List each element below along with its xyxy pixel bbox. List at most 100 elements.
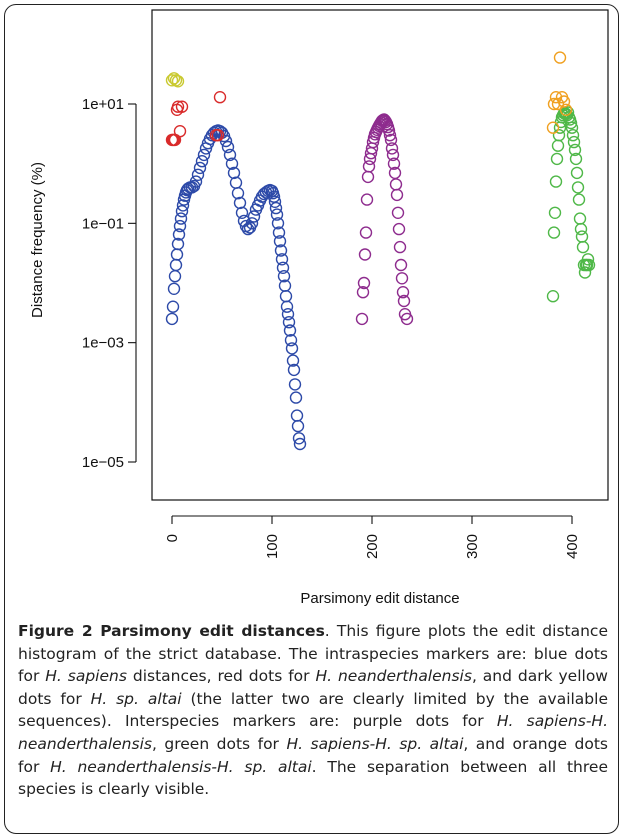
caption-text: (the latter two are clearly limited by t… [18, 689, 608, 731]
data-point [362, 160, 376, 173]
data-point [221, 140, 235, 154]
figure-frame [4, 4, 619, 834]
data-point [284, 334, 298, 347]
data-point [567, 135, 581, 149]
data-point [395, 272, 409, 285]
data-point [195, 154, 209, 168]
data-point [274, 244, 288, 257]
x-axis-label: Parsimony edit distance [300, 590, 460, 607]
caption-text: distances, red dots for [126, 667, 316, 686]
species-name: H. sapiens-H. neanderthalensis [18, 712, 608, 753]
series-4 [546, 106, 596, 303]
data-point [391, 206, 405, 220]
scatter-chart: 1e+01 1e−01 1e−03 1e−05 0 100 200 300 400 Dista… [29, 9, 609, 559]
data-point [191, 168, 205, 182]
data-point [171, 100, 185, 113]
x-tick-label: 200 [364, 534, 381, 559]
data-point [286, 354, 300, 367]
data-point [571, 181, 585, 194]
data-point [270, 208, 284, 221]
species-name: H. neanderthalensis [315, 667, 472, 686]
data-point [396, 286, 410, 299]
data-point [357, 276, 371, 290]
data-point [281, 308, 295, 321]
data-point [550, 152, 564, 166]
data-point [548, 206, 562, 220]
data-point [271, 217, 285, 230]
data-point [389, 178, 403, 191]
data-point [227, 166, 241, 180]
species-name: H. sapiens [45, 667, 127, 686]
data-point [384, 133, 398, 147]
data-point [569, 152, 583, 166]
data-point [546, 290, 560, 303]
x-tick-label: 400 [564, 534, 581, 559]
caption-text: , green dots for [151, 734, 287, 753]
data-point [193, 161, 207, 175]
data-point [288, 378, 302, 391]
figure-caption: Figure 2 Parsimony edit distances. This … [18, 620, 608, 801]
y-tick-label: 1e−03 [82, 335, 124, 352]
data-point [277, 270, 291, 283]
data-point [361, 170, 375, 184]
data-points [165, 51, 596, 451]
data-point [385, 142, 399, 155]
data-point [285, 342, 299, 355]
data-point [568, 143, 582, 157]
series-1 [165, 90, 227, 147]
data-point [269, 201, 283, 215]
data-point [276, 261, 290, 274]
series-0 [165, 124, 307, 451]
data-point [582, 258, 596, 272]
data-point [175, 204, 189, 218]
data-point [167, 282, 181, 295]
data-point [551, 97, 565, 111]
data-point [231, 186, 245, 200]
caption-text: , and orange dots for [18, 734, 608, 776]
y-tick-label: 1e−05 [82, 454, 124, 471]
data-point [171, 75, 185, 88]
caption-label: Figure 2 Parsimony edit distances [18, 622, 325, 640]
data-point [189, 175, 203, 188]
data-point [559, 103, 573, 117]
data-point [360, 193, 374, 206]
data-point [197, 148, 211, 162]
data-point [547, 226, 561, 239]
data-point [229, 176, 243, 189]
data-point [272, 226, 286, 239]
series-3 [355, 113, 414, 326]
data-point [400, 312, 414, 326]
data-point [358, 248, 372, 261]
data-point [235, 206, 249, 220]
data-point [169, 258, 183, 272]
data-point [173, 124, 187, 138]
data-point [382, 124, 396, 137]
data-point [293, 437, 307, 451]
data-point [225, 157, 239, 170]
data-point [245, 217, 259, 230]
data-point [570, 166, 584, 180]
data-point [356, 286, 370, 299]
data-point [268, 195, 282, 209]
y-tick-label: 1e+01 [82, 96, 124, 113]
data-point [390, 188, 404, 202]
data-point [168, 270, 182, 283]
data-point [275, 253, 289, 266]
data-point [289, 391, 303, 404]
data-point [565, 121, 579, 134]
data-point [386, 148, 400, 162]
data-point [393, 240, 407, 254]
data-point [165, 312, 179, 326]
data-point [566, 128, 580, 142]
species-name: H. neanderthalensis-H. sp. altai [50, 757, 312, 776]
data-point [175, 100, 189, 113]
series-5 [546, 51, 573, 134]
data-point [172, 228, 186, 241]
data-point [287, 363, 301, 377]
data-point [387, 157, 401, 170]
data-point [279, 290, 293, 303]
data-point [176, 199, 190, 212]
x-axis: 0 100 200 300 400 [164, 515, 581, 559]
caption-text: . The separation between all three speci… [18, 757, 608, 799]
data-point [174, 212, 188, 225]
